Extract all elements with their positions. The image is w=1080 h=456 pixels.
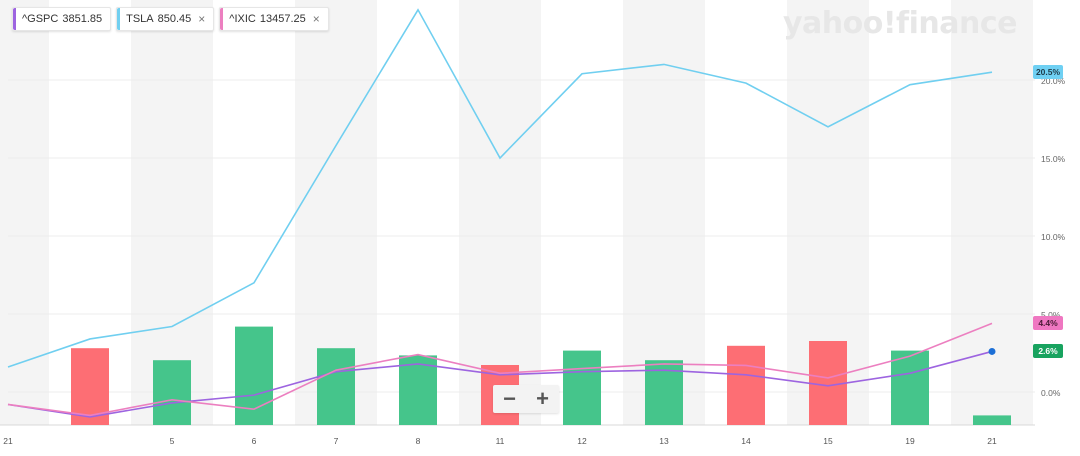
x-tick-label: 11 (496, 436, 505, 446)
close-icon[interactable]: × (198, 12, 206, 26)
last-point-marker (988, 347, 996, 355)
y-tick-label: 15.0% (1041, 154, 1066, 164)
legend-chip-ixic[interactable]: ^IXIC 13457.25 × (219, 7, 329, 31)
background-bands (0, 0, 1033, 425)
legend-symbol: ^IXIC (229, 13, 256, 25)
zoom-out-button[interactable]: − (503, 386, 516, 411)
gspc-color-swatch (13, 8, 16, 30)
x-tick-label: 13 (659, 436, 669, 446)
volume-bar (563, 350, 601, 425)
close-icon[interactable]: × (312, 12, 320, 26)
legend-value: 13457.25 (259, 13, 306, 25)
x-tick-label: 14 (741, 436, 751, 446)
band (459, 0, 541, 425)
band (951, 0, 1033, 425)
x-tick-label: 15 (823, 436, 833, 446)
tsla-last-value-tag: 20.5% (1033, 65, 1063, 80)
legend-value: 3851.85 (62, 13, 103, 25)
comparison-legend: ^GSPC 3851.85 TSLA 850.45 × ^IXIC 13457.… (12, 7, 329, 31)
zoom-controls: − + (493, 385, 559, 413)
volume-bar (809, 341, 847, 425)
band (131, 0, 213, 425)
legend-chip-gspc[interactable]: ^GSPC 3851.85 (12, 7, 112, 31)
volume-bar (727, 345, 765, 425)
x-tick-label: 6 (252, 436, 257, 446)
legend-chip-tsla[interactable]: TSLA 850.45 × (116, 7, 215, 31)
x-tick-label: 5 (170, 436, 175, 446)
y-tick-label: 5.0% (1041, 310, 1061, 320)
volume-bar (973, 415, 1011, 425)
legend-symbol: TSLA (126, 13, 154, 25)
legend-symbol: ^GSPC (22, 13, 59, 25)
volume-bar (235, 326, 273, 425)
x-tick-label: 12 (577, 436, 587, 446)
series-line-gspc (7, 350, 993, 418)
x-axis-ticks: 21 5 6 7 8 11 12 13 14 15 19 21 (3, 436, 997, 446)
yahoo-finance-logo: yahoo!finance (783, 6, 1017, 41)
volume-bar (317, 348, 355, 425)
series-line-tsla (7, 8, 993, 368)
y-tick-label: 10.0% (1041, 232, 1066, 242)
ixic-color-swatch (220, 8, 224, 30)
tsla-color-swatch (117, 8, 121, 30)
series-line-ixic (7, 322, 993, 417)
series-lines (7, 8, 996, 418)
ixic-last-value-tag: 4.4% (1033, 316, 1063, 331)
band (0, 0, 49, 425)
volume-bar (891, 350, 929, 425)
y-tick-label: 20.0% (1041, 76, 1066, 86)
volume-bar (153, 360, 191, 425)
volume-bars (71, 326, 1011, 425)
zoom-in-button[interactable]: + (536, 386, 549, 411)
y-tick-label: 0.0% (1041, 388, 1061, 398)
x-tick-label: 8 (416, 436, 421, 446)
x-tick-label: 7 (334, 436, 339, 446)
legend-value: 850.45 (157, 13, 192, 25)
x-tick-label: 21 (987, 436, 997, 446)
y-axis-ticks: 0.0% 5.0% 10.0% 15.0% 20.0% (1041, 76, 1066, 398)
volume-bar (399, 355, 437, 425)
gspc-last-value-tag: 2.6% (1033, 344, 1063, 359)
x-tick-label: 19 (905, 436, 915, 446)
x-tick-label: 21 (3, 436, 13, 446)
